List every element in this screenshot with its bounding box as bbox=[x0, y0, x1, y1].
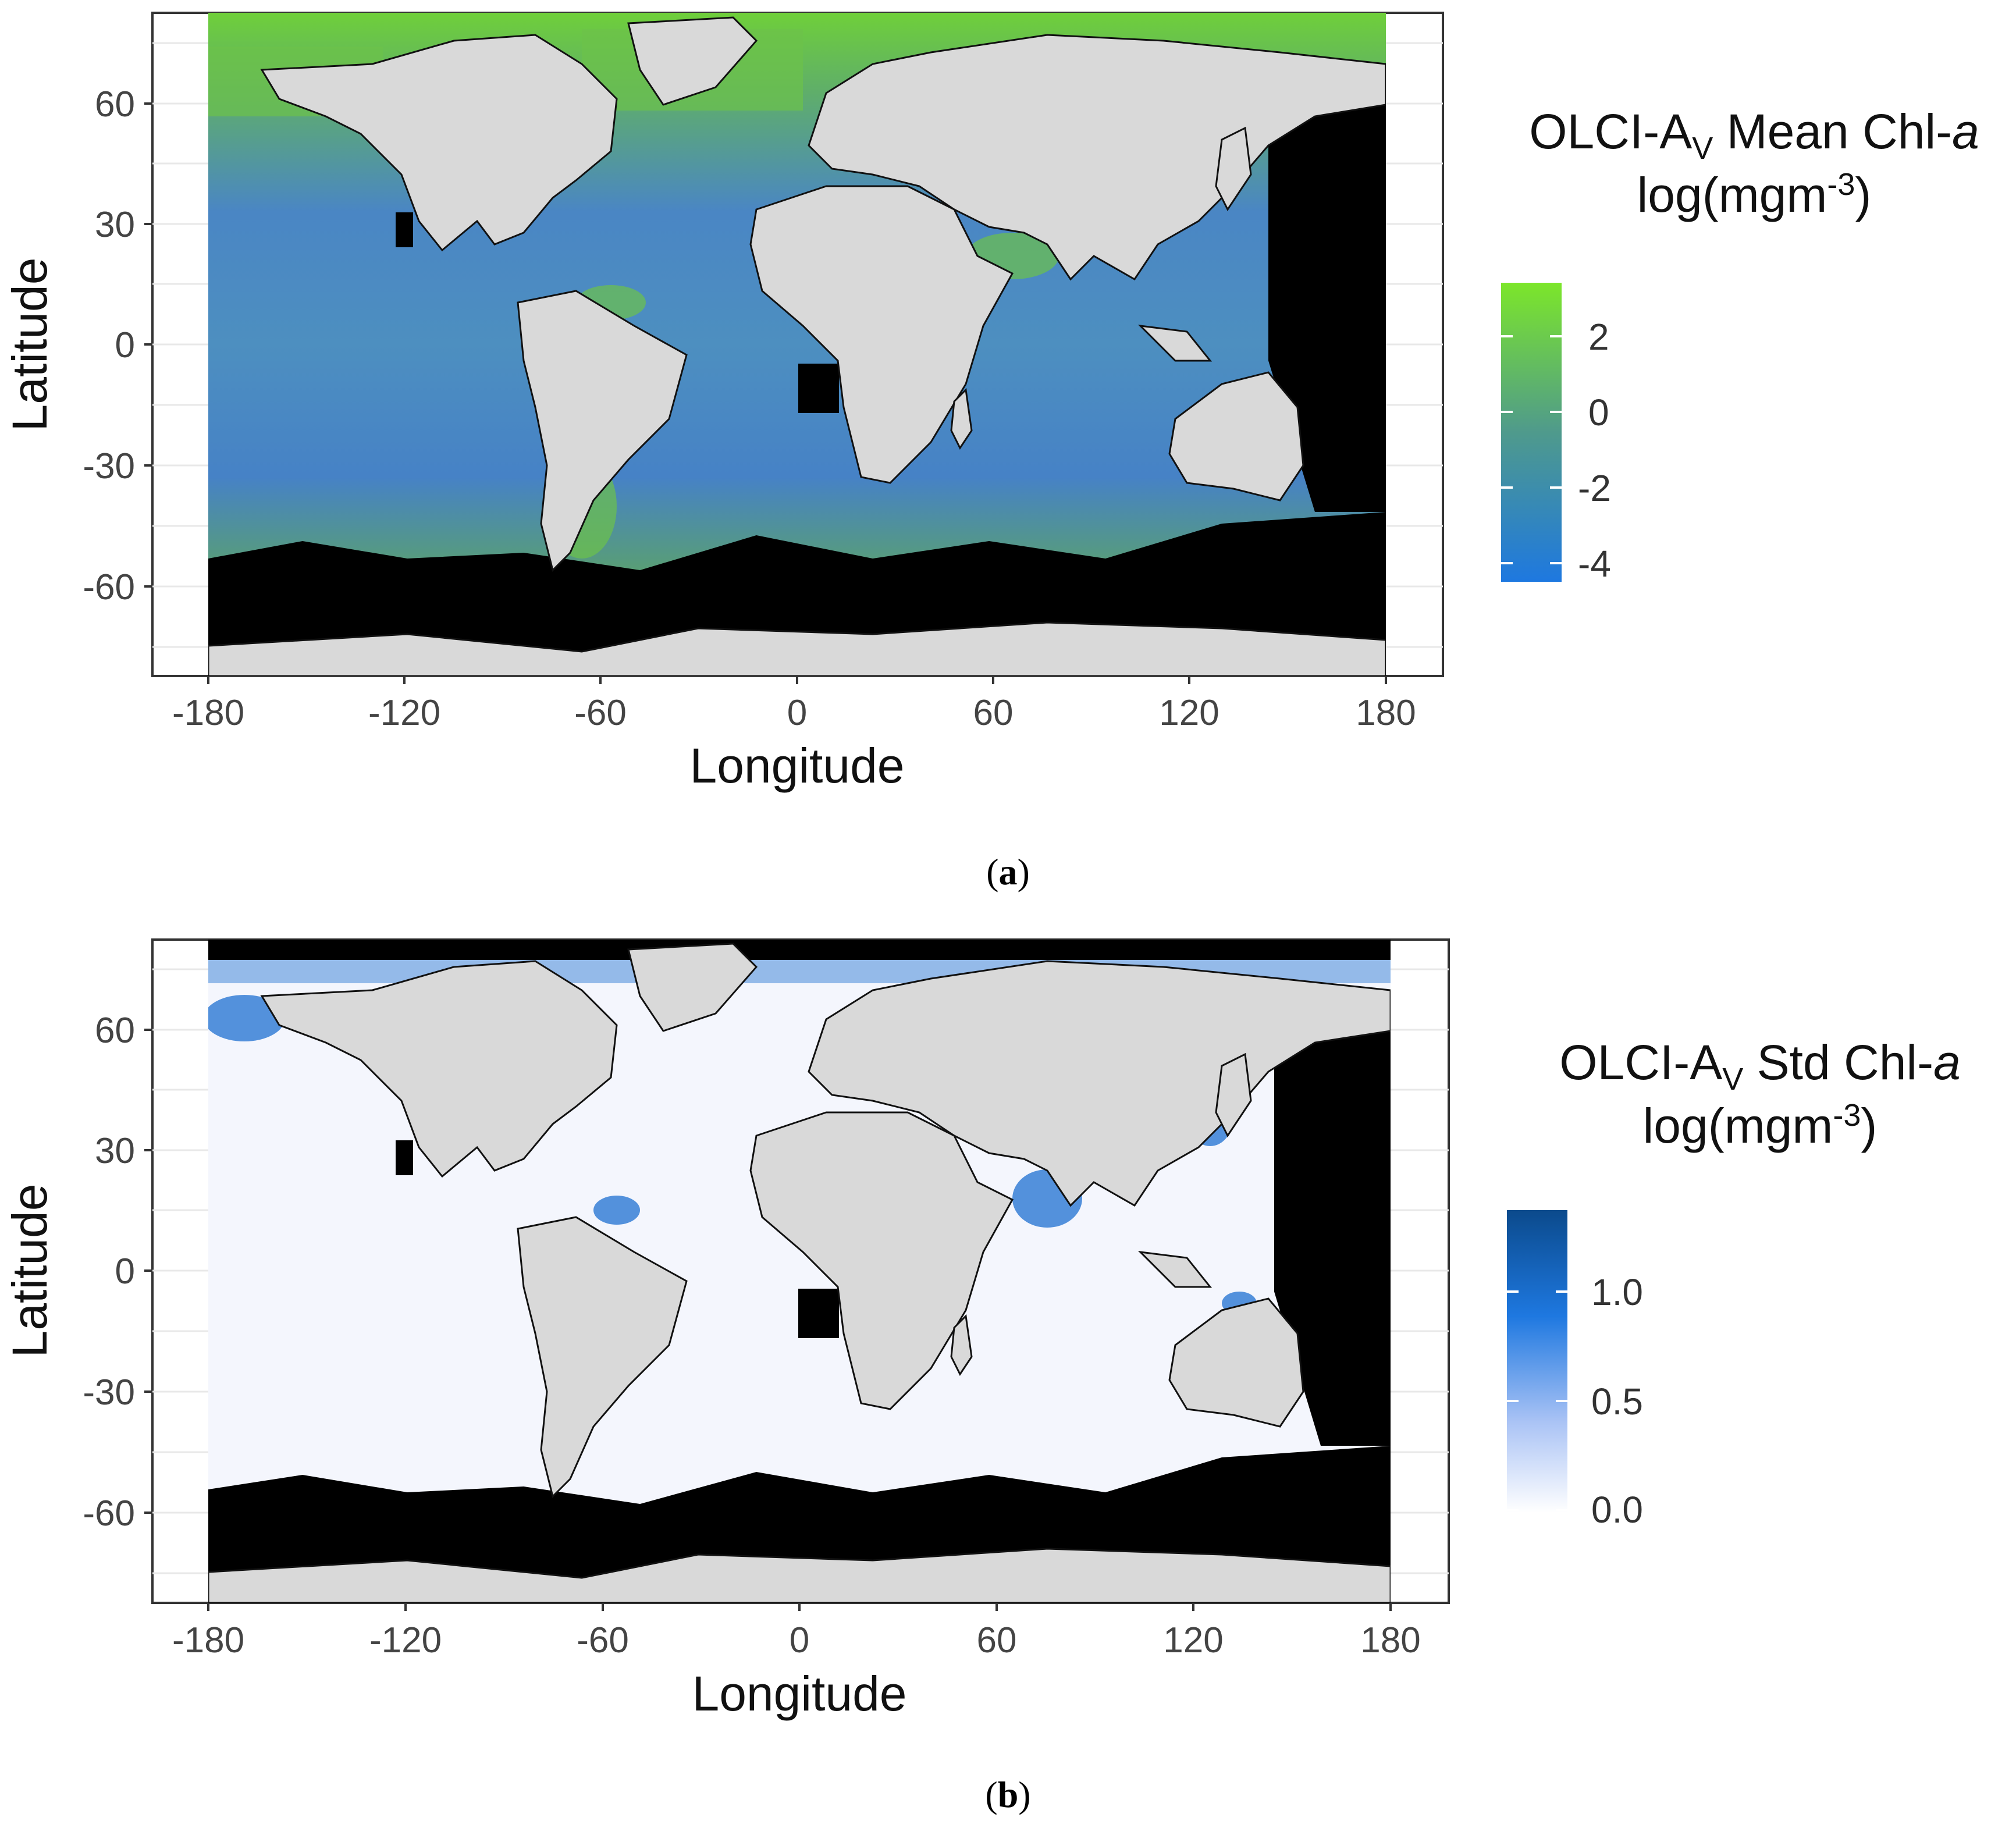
ytick-label: 30 bbox=[95, 1131, 135, 1171]
axis-ticks-a bbox=[144, 102, 1387, 684]
ytick-label: 60 bbox=[95, 1011, 135, 1051]
colorbar-label: 0 bbox=[1588, 392, 1609, 433]
xtick-label: -180 bbox=[172, 1620, 244, 1660]
xtick-label: 60 bbox=[977, 1620, 1017, 1660]
y-axis-title: Latitude bbox=[2, 1184, 57, 1358]
legend-title-b: OLCI-AV Std Chl-a log(mgm-3) bbox=[1559, 1035, 1961, 1153]
xtick-label: -60 bbox=[577, 1620, 629, 1660]
ytick-label: 0 bbox=[115, 325, 135, 365]
x-axis-title: Longitude bbox=[689, 738, 904, 793]
colorbar-a bbox=[1501, 283, 1562, 582]
xtick-label: 180 bbox=[1356, 693, 1416, 733]
y-axis-title: Latitude bbox=[2, 258, 57, 432]
colorbar-label: 0.0 bbox=[1591, 1489, 1643, 1531]
x-axis-title: Longitude bbox=[692, 1666, 906, 1721]
xtick-label: 0 bbox=[787, 693, 807, 733]
xtick-label: 180 bbox=[1360, 1620, 1420, 1660]
land-masses-a bbox=[208, 16, 1386, 676]
xtick-label: -60 bbox=[574, 693, 627, 733]
colorbar-label: -2 bbox=[1578, 467, 1611, 509]
xtick-label: -180 bbox=[172, 693, 244, 733]
xtick-label: -120 bbox=[368, 693, 440, 733]
panel-a: 60 30 0 -30 -60 -180 -120 -60 0 60 120 1… bbox=[2, 12, 1979, 892]
colorbar-label: -4 bbox=[1578, 543, 1611, 585]
ytick-label: 30 bbox=[95, 205, 135, 245]
colorbar-label: 2 bbox=[1588, 316, 1609, 358]
map-plot-a: 60 30 0 -30 -60 -180 -120 -60 0 60 120 1… bbox=[2, 12, 1562, 793]
colorbar-label: 0.5 bbox=[1591, 1381, 1643, 1422]
caption-b: (b) bbox=[985, 1774, 1031, 1815]
colorbar-b bbox=[1507, 1210, 1567, 1513]
caption-a: (a) bbox=[986, 851, 1030, 892]
ytick-label: 0 bbox=[115, 1251, 135, 1292]
xtick-label: -120 bbox=[369, 1620, 442, 1660]
ytick-label: -60 bbox=[83, 567, 135, 607]
colorbar-label: 1.0 bbox=[1591, 1271, 1643, 1313]
ytick-label: -30 bbox=[83, 1372, 135, 1413]
panel-b: 60 30 0 -30 -60 -180 -120 -60 0 60 120 1… bbox=[0, 931, 2016, 1828]
axis-ticks-b bbox=[144, 1029, 1392, 1611]
colorbar-ticks-a bbox=[1501, 335, 1562, 564]
xtick-label: 120 bbox=[1159, 693, 1219, 733]
legend-title-a: OLCI-AV Mean Chl-a log(mgm-3) bbox=[1529, 104, 1979, 222]
ytick-label: -30 bbox=[83, 446, 135, 486]
ytick-label: -60 bbox=[83, 1493, 135, 1534]
xtick-label: 0 bbox=[790, 1620, 809, 1660]
xtick-label: 60 bbox=[973, 693, 1014, 733]
land-masses-b bbox=[208, 943, 1391, 1603]
map-plot-b: 60 30 0 -30 -60 -180 -120 -60 0 60 120 1… bbox=[2, 938, 1567, 1721]
ytick-label: 60 bbox=[95, 84, 135, 125]
xtick-label: 120 bbox=[1163, 1620, 1223, 1660]
colorbar-ticks-b bbox=[1507, 1290, 1567, 1512]
